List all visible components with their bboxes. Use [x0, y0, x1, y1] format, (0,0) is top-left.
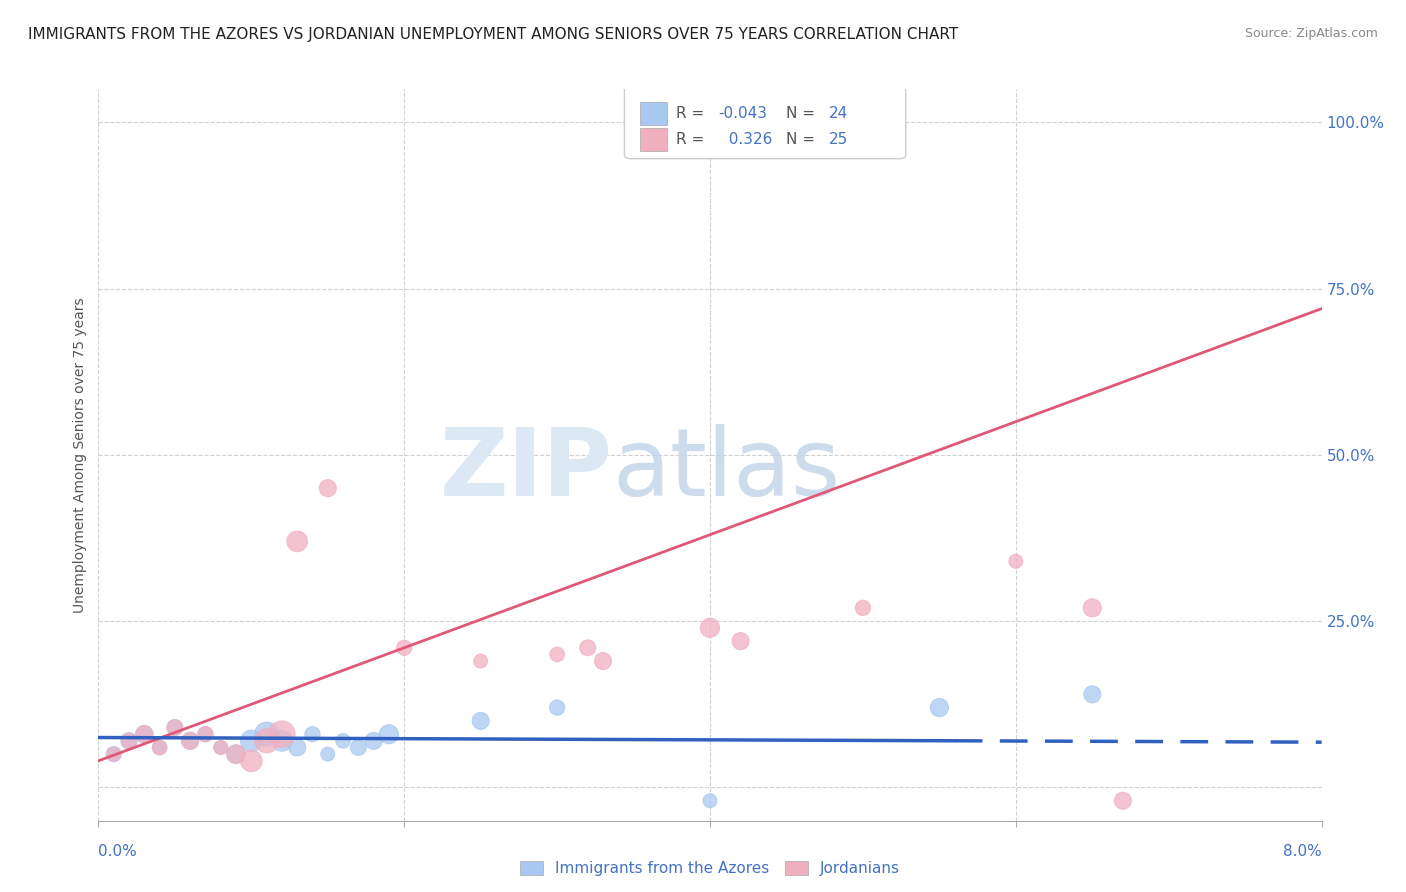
Point	[270, 727, 294, 741]
Point	[699, 794, 721, 808]
Bar	[640, 128, 668, 152]
Bar	[640, 102, 668, 125]
Point	[225, 747, 247, 761]
Point	[1004, 554, 1026, 568]
Point	[270, 734, 294, 748]
Point	[592, 654, 614, 668]
Point	[256, 727, 278, 741]
Point	[699, 621, 721, 635]
Point	[852, 600, 875, 615]
Point	[225, 747, 247, 761]
Point	[546, 700, 568, 714]
Text: Source: ZipAtlas.com: Source: ZipAtlas.com	[1244, 27, 1378, 40]
Text: 24: 24	[828, 106, 848, 120]
Point	[470, 714, 492, 728]
Point	[285, 534, 308, 549]
Point	[134, 727, 156, 741]
Point	[347, 740, 370, 755]
Point	[546, 648, 568, 662]
Point	[194, 727, 217, 741]
Point	[118, 734, 141, 748]
Point	[194, 727, 217, 741]
Text: 0.326: 0.326	[718, 132, 772, 147]
Point	[240, 754, 263, 768]
Y-axis label: Unemployment Among Seniors over 75 years: Unemployment Among Seniors over 75 years	[73, 297, 87, 613]
Text: 25: 25	[828, 132, 848, 147]
Point	[149, 740, 172, 755]
Point	[118, 734, 141, 748]
Text: N =: N =	[786, 132, 820, 147]
Point	[149, 740, 172, 755]
Point	[301, 727, 323, 741]
Point	[576, 640, 599, 655]
Point	[163, 721, 186, 735]
Point	[316, 481, 339, 495]
Point	[134, 727, 156, 741]
Point	[1081, 600, 1104, 615]
Text: atlas: atlas	[612, 424, 841, 516]
Point	[1081, 687, 1104, 701]
Point	[928, 700, 950, 714]
Text: IMMIGRANTS FROM THE AZORES VS JORDANIAN UNEMPLOYMENT AMONG SENIORS OVER 75 YEARS: IMMIGRANTS FROM THE AZORES VS JORDANIAN …	[28, 27, 959, 42]
Point	[1112, 794, 1135, 808]
Point	[163, 721, 186, 735]
Point	[240, 734, 263, 748]
Text: N =: N =	[786, 106, 820, 120]
Text: ZIP: ZIP	[439, 424, 612, 516]
Point	[332, 734, 354, 748]
Point	[103, 747, 125, 761]
Point	[730, 634, 752, 648]
Point	[285, 740, 308, 755]
Point	[392, 640, 416, 655]
Text: 0.0%: 0.0%	[98, 845, 138, 859]
Text: -0.043: -0.043	[718, 106, 768, 120]
Legend: Immigrants from the Azores, Jordanians: Immigrants from the Azores, Jordanians	[515, 855, 905, 882]
Point	[316, 747, 339, 761]
Point	[363, 734, 385, 748]
Text: R =: R =	[676, 106, 709, 120]
Text: R =: R =	[676, 132, 709, 147]
Point	[179, 734, 201, 748]
Point	[378, 727, 401, 741]
Point	[209, 740, 232, 755]
FancyBboxPatch shape	[624, 82, 905, 159]
Point	[179, 734, 201, 748]
Text: 8.0%: 8.0%	[1282, 845, 1322, 859]
Point	[256, 734, 278, 748]
Point	[209, 740, 232, 755]
Point	[470, 654, 492, 668]
Point	[103, 747, 125, 761]
